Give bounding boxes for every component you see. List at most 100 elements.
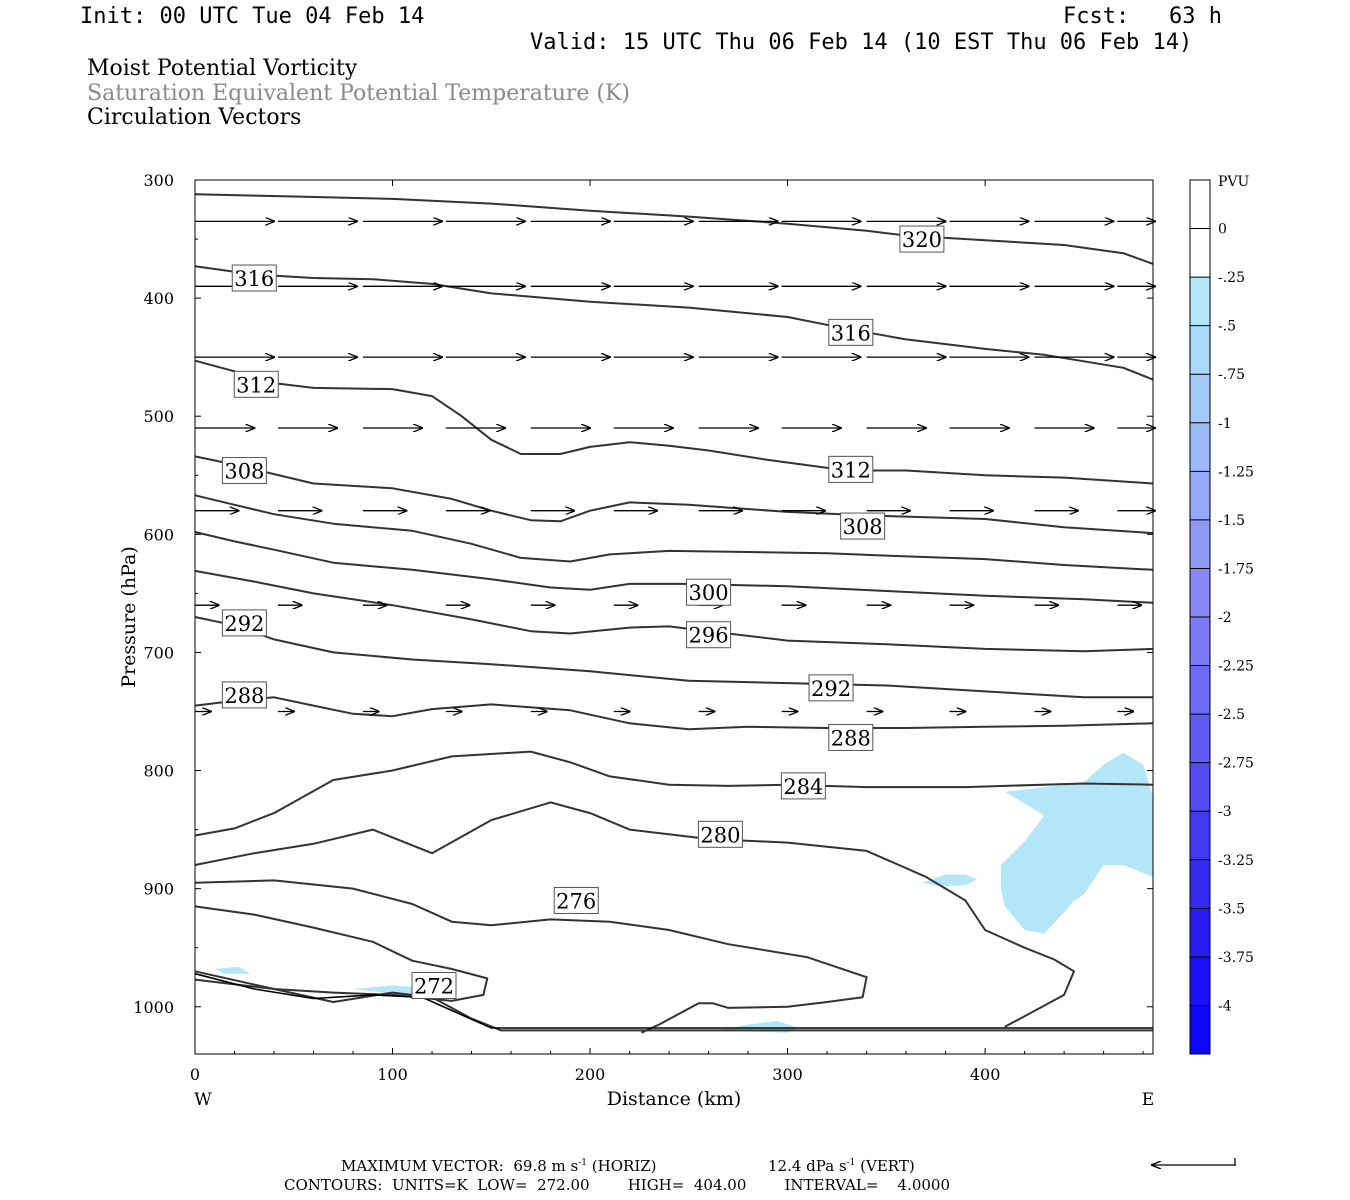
contour-296 <box>194 569 1154 653</box>
theta-contours <box>194 193 1154 1034</box>
colorbar-tick-label: -4 <box>1218 998 1232 1014</box>
contour-label-box <box>233 370 279 398</box>
colorbar-swatch <box>1190 1005 1210 1054</box>
colorbar-tick-label: -2.25 <box>1218 659 1254 675</box>
contour-label-box <box>553 886 599 914</box>
colorbar-swatch <box>1190 325 1210 375</box>
contour-label-box <box>686 621 732 649</box>
colorbar-swatch <box>1190 762 1210 812</box>
colorbar-tick-label: -2.5 <box>1218 707 1245 723</box>
y-tick-label: 1000 <box>133 998 174 1017</box>
colorbar-tick-label: -3.75 <box>1218 950 1254 966</box>
west-label: W <box>194 1090 212 1110</box>
contour-label-box <box>221 609 267 637</box>
y-tick-label: 800 <box>143 762 174 781</box>
colorbar-tick-label: -3 <box>1218 804 1232 820</box>
colorbar-tick-label: -.75 <box>1218 367 1245 383</box>
contour-320 <box>194 193 1154 265</box>
contour-label: 292 <box>811 677 851 701</box>
colorbar-tick-label: -2.75 <box>1218 756 1254 772</box>
x-tick-label: 0 <box>190 1065 200 1084</box>
contour-label: 288 <box>224 684 264 708</box>
contour-276 <box>194 879 868 1034</box>
colorbar-swatch <box>1190 908 1210 957</box>
colorbar-tick-label: -3.5 <box>1218 901 1245 917</box>
title-line-2: Saturation Equivalent Potential Temperat… <box>87 81 630 106</box>
contour-304 <box>194 494 1154 571</box>
colorbar-tick-label: -1 <box>1218 416 1232 432</box>
contour-label: 288 <box>831 726 871 750</box>
y-axis-label: Pressure (hPa) <box>118 546 140 688</box>
contour-label: 280 <box>700 823 740 847</box>
contour-label-box <box>221 457 267 485</box>
colorbar-tick-label: -2 <box>1218 610 1232 626</box>
contour-270 <box>194 970 1153 1032</box>
contour-label-box <box>899 225 945 253</box>
title-line-3: Circulation Vectors <box>87 105 302 130</box>
x-tick-label: 400 <box>970 1065 1001 1084</box>
contour-316 <box>194 265 1154 381</box>
mpv-shaded-region-4 <box>214 966 251 974</box>
colorbar-tick-label: -1.5 <box>1218 513 1245 529</box>
colorbar-swatch <box>1190 180 1210 229</box>
y-tick-label: 600 <box>143 525 174 544</box>
colorbar-swatch <box>1190 374 1210 423</box>
contour-label-box <box>697 820 743 848</box>
contour-label: 284 <box>783 775 823 799</box>
contour-300 <box>194 531 1154 604</box>
colorbar: 0 -.25 -.5 -.75 -1 -1.25 -1.5 -1.75 -2 -2.25 -2.5 -… <box>1189 179 1254 1055</box>
contour-label-box <box>840 512 886 540</box>
valid-time: Valid: 15 UTC Thu 06 Feb 14 (10 EST Thu … <box>530 30 1193 55</box>
colorbar-tick-label: -.25 <box>1218 270 1245 286</box>
contour-label: 312 <box>831 458 871 482</box>
contour-label-box <box>808 674 854 702</box>
contour-312 <box>194 359 1154 485</box>
colorbar-swatch <box>1190 568 1210 617</box>
colorbar-tick-label: -3.25 <box>1218 853 1254 869</box>
contour-label-box <box>780 772 826 800</box>
init-time: Init: 00 UTC Tue 04 Feb 14 <box>80 4 425 29</box>
contour-292 <box>194 616 1153 699</box>
x-tick-label: 300 <box>772 1065 803 1084</box>
forecast-hour: Fcst: 63 h <box>1063 4 1222 29</box>
colorbar-swatch <box>1190 811 1210 860</box>
contour-label-box <box>221 681 267 709</box>
colorbar-label: PVU <box>1218 174 1250 190</box>
colorbar-swatch <box>1190 956 1210 1006</box>
colorbar-swatch <box>1190 859 1210 909</box>
contour-label: 316 <box>234 267 274 291</box>
colorbar-tick-label: -.5 <box>1218 319 1236 335</box>
colorbar-tick-label: -1.25 <box>1218 464 1254 480</box>
mpv-shaded-region-0 <box>1000 752 1153 934</box>
y-tick-label: 400 <box>143 289 174 308</box>
x-tick-label: 200 <box>575 1065 606 1084</box>
contour-label-box <box>411 971 457 999</box>
y-tick-label: 500 <box>143 407 174 426</box>
circulation-vectors <box>195 221 1155 711</box>
colorbar-swatch <box>1190 228 1210 278</box>
footer-contours: CONTOURS: UNITS=K LOW= 272.00 HIGH= 404.… <box>284 1176 950 1194</box>
contour-label-box <box>828 723 874 751</box>
contour-label: 320 <box>902 228 942 252</box>
x-tick-label: 100 <box>377 1065 408 1084</box>
colorbar-swatch <box>1190 519 1210 569</box>
contour-308 <box>194 455 1154 535</box>
title-line-1: Moist Potential Vorticity <box>87 56 358 81</box>
colorbar-swatch <box>1190 714 1210 763</box>
footer-vertical-vector: 12.4 dPa s-1 (VERT) <box>768 1157 915 1175</box>
contour-288 <box>194 696 1154 731</box>
contour-280 <box>194 801 1075 1028</box>
colorbar-swatch <box>1190 277 1210 326</box>
colorbar-swatch <box>1190 617 1210 666</box>
contour-label-box <box>828 318 874 346</box>
y-tick-label: 900 <box>143 880 174 899</box>
y-tick-label: 700 <box>143 643 174 662</box>
contour-label: 272 <box>414 974 454 998</box>
terrain-line <box>194 972 1153 1029</box>
mpv-shading <box>214 752 1153 1033</box>
y-tick-label: 300 <box>143 171 174 190</box>
ground-line <box>194 972 1153 1029</box>
colorbar-tick-label: -1.75 <box>1218 561 1254 577</box>
contour-labels: 320 316 316 312 312 308 308 300 296 292 292 288 288 2… <box>221 225 945 999</box>
